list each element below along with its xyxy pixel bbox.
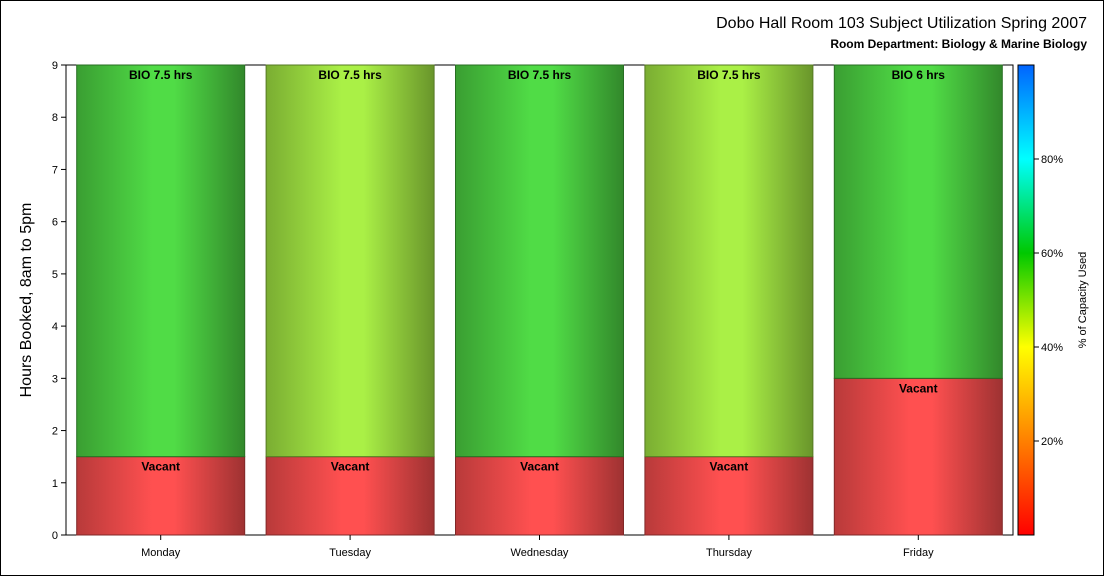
- y-tick-label: 9: [52, 60, 58, 72]
- x-tick-label-tuesday: Tuesday: [329, 547, 371, 559]
- bar-vacant-wednesday: [455, 456, 624, 536]
- bars-group: Vacant BIO 7.5 hrs Vacant BIO 7.5 hrs Vacant…: [76, 64, 1003, 536]
- bar-bio-friday: [833, 64, 1003, 379]
- y-tick-label: 0: [52, 530, 58, 542]
- bar-vacant-thursday: [644, 456, 814, 536]
- x-tick-label-monday: Monday: [141, 547, 181, 559]
- bar-bio-monday: [76, 64, 246, 458]
- x-tick-label-friday: Friday: [903, 547, 934, 559]
- colorbar-tick-label: 60%: [1041, 248, 1063, 260]
- y-tick-label: 1: [52, 478, 58, 490]
- bar-vacant-tuesday: [265, 456, 435, 536]
- colorbar-scale: [1017, 64, 1035, 536]
- y-axis: 0 1 2 3 4 5 6 7 8 9: [52, 60, 66, 542]
- data-label-vacant-wednesday: Vacant: [520, 460, 559, 474]
- colorbar-tick-label: 40%: [1041, 342, 1063, 354]
- colorbar-label: % of Capacity Used: [1077, 252, 1089, 349]
- bar-vacant-friday: [833, 377, 1003, 536]
- y-tick-label: 8: [52, 112, 58, 124]
- colorbar-tick-label: 80%: [1041, 154, 1063, 166]
- data-label-bio-tuesday: BIO 7.5 hrs: [318, 68, 382, 82]
- data-label-bio-thursday: BIO 7.5 hrs: [697, 68, 761, 82]
- y-tick-label: 5: [52, 269, 58, 281]
- colorbar-tick-label: 20%: [1041, 436, 1063, 448]
- bar-bio-thursday: [644, 64, 814, 458]
- y-tick-label: 4: [52, 321, 58, 333]
- data-label-vacant-thursday: Vacant: [710, 460, 749, 474]
- y-tick-label: 6: [52, 217, 58, 229]
- data-label-vacant-tuesday: Vacant: [331, 460, 370, 474]
- data-label-bio-wednesday: BIO 7.5 hrs: [508, 68, 572, 82]
- data-label-vacant-monday: Vacant: [141, 460, 180, 474]
- y-axis-label: Hours Booked, 8am to 5pm: [18, 203, 35, 398]
- data-label-bio-friday: BIO 6 hrs: [892, 68, 946, 82]
- chart-title: Dobo Hall Room 103 Subject Utilization S…: [716, 15, 1087, 32]
- y-tick-label: 3: [52, 373, 58, 385]
- x-tick-label-wednesday: Wednesday: [511, 547, 569, 559]
- bar-bio-tuesday: [265, 64, 435, 458]
- x-axis: Monday Tuesday Wednesday Thursday Friday: [141, 535, 934, 559]
- colorbar: 20% 40% 60% 80%: [1017, 64, 1063, 536]
- x-tick-label-thursday: Thursday: [706, 547, 752, 559]
- bar-bio-wednesday: [455, 64, 624, 458]
- chart-subtitle: Room Department: Biology & Marine Biolog…: [830, 37, 1087, 51]
- y-tick-label: 2: [52, 426, 58, 438]
- data-label-bio-monday: BIO 7.5 hrs: [129, 68, 193, 82]
- data-label-vacant-friday: Vacant: [899, 381, 938, 395]
- y-tick-label: 7: [52, 164, 58, 176]
